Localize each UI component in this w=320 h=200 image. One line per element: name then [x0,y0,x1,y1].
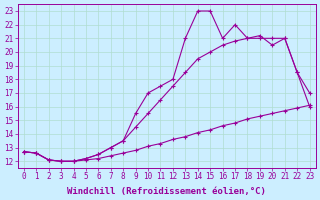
X-axis label: Windchill (Refroidissement éolien,°C): Windchill (Refroidissement éolien,°C) [67,187,266,196]
